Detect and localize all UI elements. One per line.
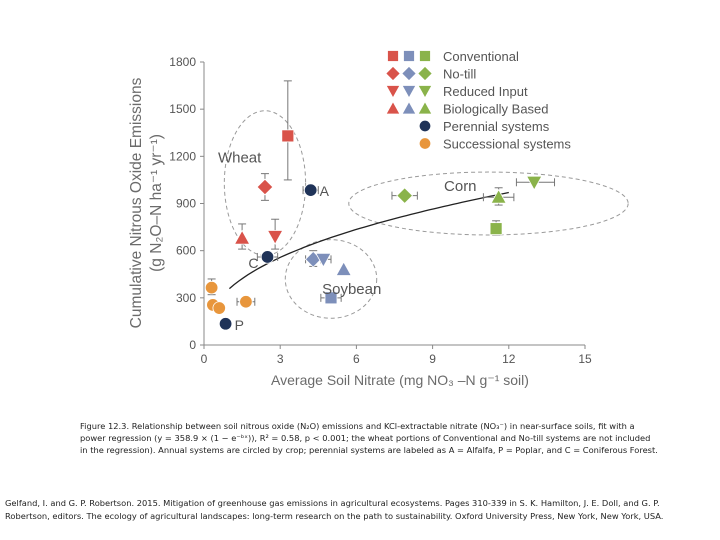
data-point-perennial-circle xyxy=(303,183,318,197)
y-axis-title-line1: Cumulative Nitrous Oxide Emissions xyxy=(128,77,145,328)
data-point-perennial-circle xyxy=(218,317,233,331)
legend-marker xyxy=(401,100,417,115)
group-label-wheat: Wheat xyxy=(218,150,262,167)
x-tick-label: 15 xyxy=(578,352,592,366)
legend-marker xyxy=(401,85,417,99)
x-tick-label: 12 xyxy=(502,352,516,366)
fit-curve xyxy=(228,191,509,290)
legend-marker xyxy=(401,65,417,82)
scatter-chart: 0 300 600 900 1200 1500 1800 0 3 6 9 12 15 A C P Wheat S… xyxy=(128,49,629,388)
legend-marker xyxy=(403,50,415,62)
legend-label: Perennial systems xyxy=(443,119,550,134)
y-tick-label: 600 xyxy=(176,244,196,258)
group-ellipses xyxy=(223,110,629,319)
x-axis-title: Average Soil Nitrate (mg NO₃ –N g⁻¹ soil… xyxy=(271,372,529,388)
x-tick-label: 9 xyxy=(429,352,436,366)
data-point-corn-triangle-up xyxy=(490,188,507,204)
data-point-corn-diamond xyxy=(396,187,414,205)
legend-label: Reduced Input xyxy=(443,84,528,99)
legend-marker xyxy=(418,119,432,133)
data-point-perennial-circle xyxy=(260,250,275,264)
data-point-successional-circle xyxy=(239,295,253,309)
group-ellipse xyxy=(223,110,307,256)
group-label-corn: Corn xyxy=(444,178,477,195)
x-tick-label: 3 xyxy=(277,352,284,366)
data-point-wheat-diamond xyxy=(256,178,274,196)
data-points xyxy=(204,129,543,331)
citation-text: Gelfand, I. and G. P. Robertson. 2015. M… xyxy=(5,498,664,521)
point-label: C xyxy=(248,255,258,271)
legend-marker xyxy=(417,65,433,82)
x-tick-label: 0 xyxy=(201,352,208,366)
y-axis-title-line2: (g N₂O–N ha⁻¹ yr⁻¹) xyxy=(148,134,165,272)
legend-marker xyxy=(387,50,399,62)
y-tick-label: 1200 xyxy=(169,149,196,163)
data-point-wheat-triangle-down xyxy=(266,230,284,245)
data-point-soybean-square xyxy=(324,291,338,305)
legend-marker xyxy=(417,85,433,99)
data-point-soybean-triangle-down xyxy=(315,252,332,268)
axes-layer: 0 300 600 900 1200 1500 1800 0 3 6 9 12 15 xyxy=(169,55,592,366)
legend-label: Successional systems xyxy=(443,137,571,152)
legend-label: Conventional xyxy=(443,49,519,64)
y-tick-label: 900 xyxy=(176,197,196,211)
legend-marker xyxy=(385,100,401,115)
data-point-wheat-triangle-up xyxy=(233,229,251,245)
data-point-successional-circle xyxy=(204,280,219,295)
legend-label: No-till xyxy=(443,67,476,82)
data-point-successional-circle xyxy=(212,301,226,315)
figure-caption: Figure 12.3. Relationship between soil n… xyxy=(80,421,658,455)
legend-label: Biologically Based xyxy=(443,102,549,117)
y-tick-label: 1500 xyxy=(169,102,196,116)
legend-marker xyxy=(418,137,432,150)
group-label-soybean: Soybean xyxy=(322,281,381,298)
legend-marker xyxy=(419,50,431,62)
legend-marker xyxy=(385,85,401,99)
regression-fit xyxy=(228,191,509,290)
x-tick-label: 6 xyxy=(353,352,360,366)
y-tick-label: 1800 xyxy=(169,55,196,69)
labels-layer: A C P Wheat Soybean Corn xyxy=(218,150,477,333)
group-ellipse xyxy=(348,171,629,236)
group-ellipse xyxy=(284,239,378,319)
y-tick-label: 0 xyxy=(189,338,196,352)
data-point-corn-square xyxy=(489,222,503,236)
legend-marker xyxy=(385,65,401,82)
data-point-wheat-square xyxy=(281,129,295,143)
y-tick-label: 300 xyxy=(176,291,196,305)
point-label: A xyxy=(320,183,330,199)
legend-marker xyxy=(417,100,433,115)
legend: Conventional No-till Reduced Input Biologic… xyxy=(385,49,571,152)
data-point-corn-triangle-down xyxy=(526,175,543,191)
point-label: P xyxy=(235,317,244,333)
data-point-soybean-triangle-up xyxy=(335,261,352,276)
